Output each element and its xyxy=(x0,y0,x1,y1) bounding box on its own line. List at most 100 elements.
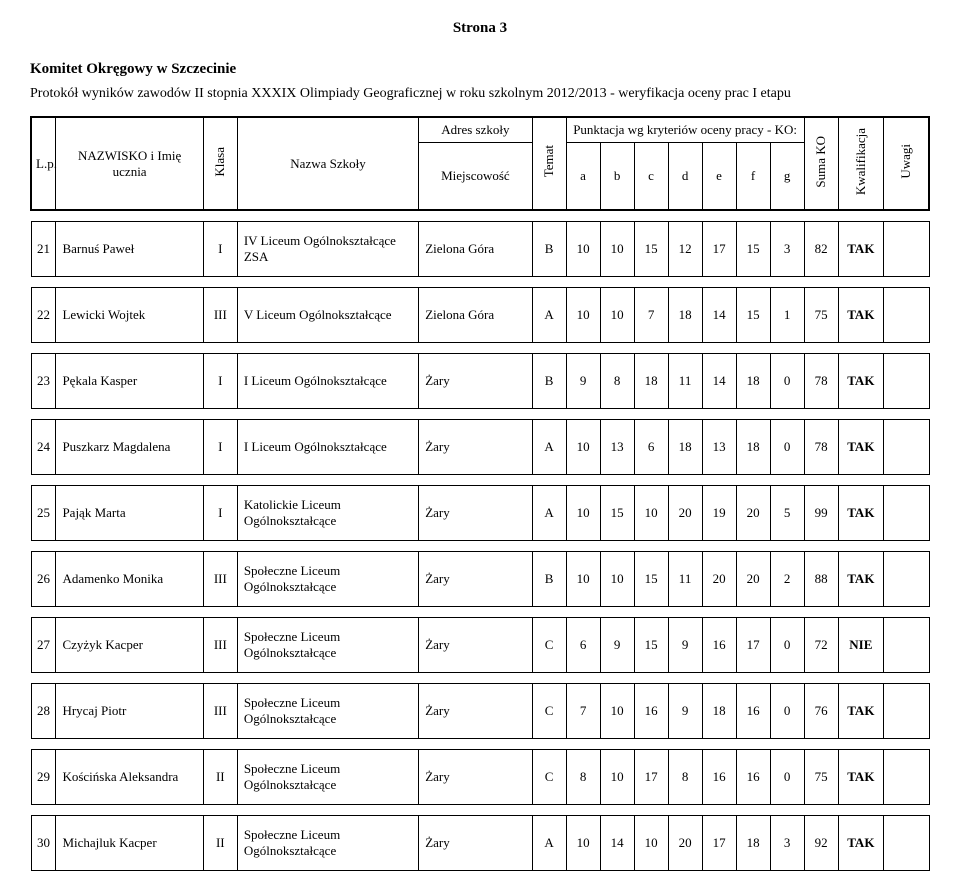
table-row: 24Puszkarz MagdalenaII Liceum Ogólnokszt… xyxy=(31,420,929,475)
cell: 10 xyxy=(600,222,634,277)
table-body: 21Barnuś PawełIIV Liceum Ogólnokształcąc… xyxy=(31,210,929,871)
table-row: 29Kościńska AleksandraIISpołeczne Liceum… xyxy=(31,750,929,805)
cell: 11 xyxy=(668,354,702,409)
cell: Żary xyxy=(419,816,532,871)
cell: 10 xyxy=(566,222,600,277)
cell: 20 xyxy=(736,552,770,607)
cell: 16 xyxy=(736,750,770,805)
table-row: 22Lewicki WojtekIIIV Liceum Ogólnokształ… xyxy=(31,288,929,343)
cell xyxy=(884,222,930,277)
header-crit-g: g xyxy=(770,143,804,211)
cell: 10 xyxy=(634,816,668,871)
cell: 1 xyxy=(770,288,804,343)
cell: 30 xyxy=(31,816,56,871)
cell: B xyxy=(532,552,566,607)
cell: 16 xyxy=(736,684,770,739)
cell: 3 xyxy=(770,816,804,871)
cell: 28 xyxy=(31,684,56,739)
header-uwagi: Uwagi xyxy=(884,117,930,210)
cell: C xyxy=(532,684,566,739)
cell: 12 xyxy=(668,222,702,277)
cell: 18 xyxy=(668,288,702,343)
cell: 0 xyxy=(770,618,804,673)
cell: 14 xyxy=(600,816,634,871)
cell: 7 xyxy=(566,684,600,739)
cell: TAK xyxy=(838,420,883,475)
cell: 9 xyxy=(668,684,702,739)
cell: 24 xyxy=(31,420,56,475)
cell: 13 xyxy=(702,420,736,475)
cell xyxy=(884,288,930,343)
cell: Barnuś Paweł xyxy=(56,222,203,277)
cell: 16 xyxy=(702,750,736,805)
cell: 20 xyxy=(668,816,702,871)
cell: 9 xyxy=(566,354,600,409)
cell: A xyxy=(532,420,566,475)
cell: 10 xyxy=(566,288,600,343)
cell: 6 xyxy=(634,420,668,475)
header-kwal: Kwalifikacja xyxy=(838,117,883,210)
cell: Społeczne Liceum Ogólnokształcące xyxy=(237,684,418,739)
cell: 5 xyxy=(770,486,804,541)
cell xyxy=(884,618,930,673)
cell: 7 xyxy=(634,288,668,343)
cell: 16 xyxy=(634,684,668,739)
cell: 8 xyxy=(566,750,600,805)
cell: TAK xyxy=(838,354,883,409)
cell: 15 xyxy=(634,618,668,673)
header-crit-a: a xyxy=(566,143,600,211)
header-lp: L.p. xyxy=(31,117,56,210)
cell: I xyxy=(203,354,237,409)
cell: 75 xyxy=(804,750,838,805)
cell: II xyxy=(203,750,237,805)
table-row: 25Pająk MartaIKatolickie Liceum Ogólnoks… xyxy=(31,486,929,541)
cell: TAK xyxy=(838,552,883,607)
cell: B xyxy=(532,354,566,409)
cell: 27 xyxy=(31,618,56,673)
cell: 16 xyxy=(702,618,736,673)
header-punktacja: Punktacja wg kryteriów oceny pracy - KO: xyxy=(566,117,804,143)
header-address: Adres szkoły xyxy=(419,117,532,143)
cell: Hrycaj Piotr xyxy=(56,684,203,739)
cell: 18 xyxy=(702,684,736,739)
cell: 10 xyxy=(566,816,600,871)
cell: 21 xyxy=(31,222,56,277)
cell: Kościńska Aleksandra xyxy=(56,750,203,805)
cell: B xyxy=(532,222,566,277)
cell: Michajluk Kacper xyxy=(56,816,203,871)
cell: III xyxy=(203,684,237,739)
cell: 82 xyxy=(804,222,838,277)
header-temat: Temat xyxy=(532,117,566,210)
cell: 19 xyxy=(702,486,736,541)
table-row: 28Hrycaj PiotrIIISpołeczne Liceum Ogólno… xyxy=(31,684,929,739)
cell: TAK xyxy=(838,750,883,805)
cell: 2 xyxy=(770,552,804,607)
cell xyxy=(884,816,930,871)
cell: III xyxy=(203,618,237,673)
cell: Żary xyxy=(419,618,532,673)
cell: 10 xyxy=(600,684,634,739)
cell xyxy=(884,354,930,409)
cell: 20 xyxy=(668,486,702,541)
cell: 8 xyxy=(600,354,634,409)
cell: 20 xyxy=(736,486,770,541)
cell: 72 xyxy=(804,618,838,673)
table-row: 30Michajluk KacperIISpołeczne Liceum Ogó… xyxy=(31,816,929,871)
cell: 17 xyxy=(702,816,736,871)
cell: 9 xyxy=(668,618,702,673)
cell: 14 xyxy=(702,288,736,343)
header-school: Nazwa Szkoły xyxy=(237,117,418,210)
cell: 20 xyxy=(702,552,736,607)
cell: 26 xyxy=(31,552,56,607)
header-crit-f: f xyxy=(736,143,770,211)
cell: TAK xyxy=(838,486,883,541)
table-header: L.p. NAZWISKO i Imię ucznia Klasa Nazwa … xyxy=(31,117,929,210)
cell: 0 xyxy=(770,750,804,805)
cell: NIE xyxy=(838,618,883,673)
cell xyxy=(884,552,930,607)
cell: TAK xyxy=(838,684,883,739)
table-row: 27Czyżyk KacperIIISpołeczne Liceum Ogóln… xyxy=(31,618,929,673)
cell: III xyxy=(203,552,237,607)
cell: 10 xyxy=(600,750,634,805)
cell: C xyxy=(532,618,566,673)
